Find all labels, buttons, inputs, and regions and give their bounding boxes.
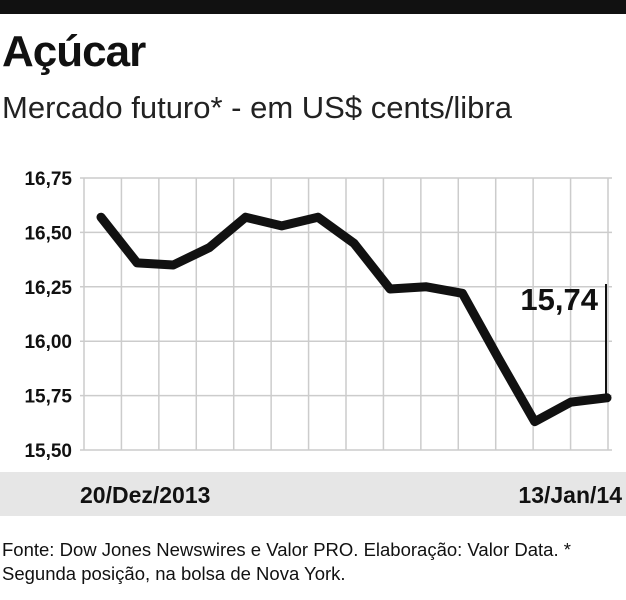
y-tick-label: 15,50 xyxy=(24,441,72,462)
chart-title: Açúcar xyxy=(2,27,146,76)
y-tick-label: 16,25 xyxy=(24,278,72,299)
y-tick-label: 16,50 xyxy=(24,223,72,244)
y-tick-label: 16,75 xyxy=(24,169,72,190)
y-axis: 16,75 16,50 16,25 16,00 15,75 15,50 xyxy=(24,169,72,462)
footnote: Fonte: Dow Jones Newswires e Valor PRO. … xyxy=(2,539,571,584)
chart-subtitle: Mercado futuro* - em US$ cents/libra xyxy=(2,90,512,125)
x-axis-band: 20/Dez/2013 13/Jan/14 xyxy=(0,472,626,516)
y-tick-label: 16,00 xyxy=(24,332,72,353)
series xyxy=(96,212,612,427)
x-label-end: 13/Jan/14 xyxy=(518,482,622,508)
y-tick-label: 15,75 xyxy=(24,387,72,408)
top-rule xyxy=(0,0,626,14)
annotation-label: 15,74 xyxy=(520,282,598,317)
price-line xyxy=(96,212,612,427)
line-chart: 16,75 16,50 16,25 16,00 15,75 15,50 15,74 xyxy=(24,169,612,462)
x-label-start: 20/Dez/2013 xyxy=(80,482,211,508)
annotation: 15,74 xyxy=(520,282,607,398)
